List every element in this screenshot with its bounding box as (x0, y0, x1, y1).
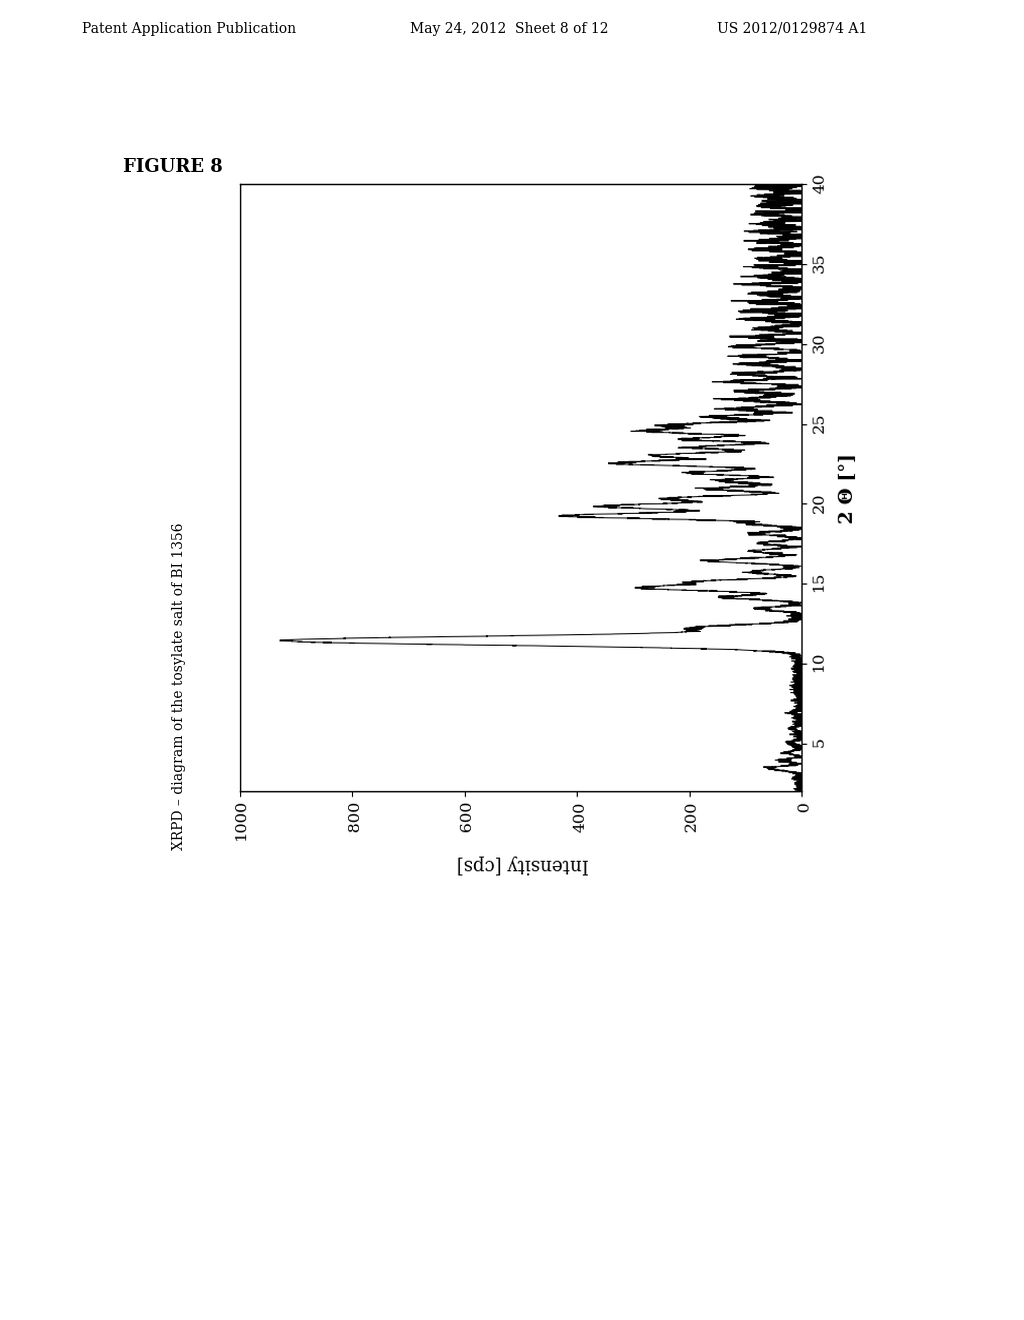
Text: FIGURE 8: FIGURE 8 (123, 157, 222, 176)
Text: May 24, 2012  Sheet 8 of 12: May 24, 2012 Sheet 8 of 12 (410, 22, 608, 36)
Text: XRPD – diagram of the tosylate salt of BI 1356: XRPD – diagram of the tosylate salt of B… (172, 523, 186, 850)
Text: Patent Application Publication: Patent Application Publication (82, 22, 296, 36)
Text: US 2012/0129874 A1: US 2012/0129874 A1 (717, 22, 867, 36)
